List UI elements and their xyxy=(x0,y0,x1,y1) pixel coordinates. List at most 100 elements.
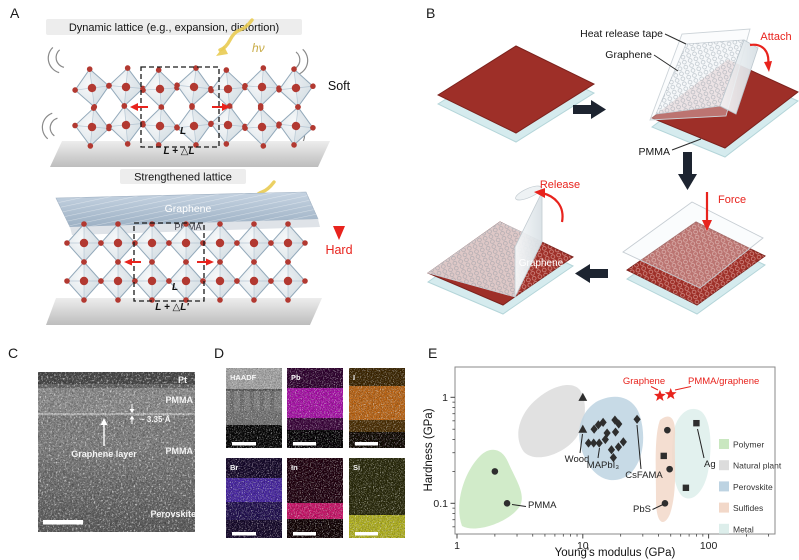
pb-label: Pb xyxy=(291,373,301,382)
annotation-label: Graphene xyxy=(623,376,665,387)
callout-line xyxy=(664,33,687,45)
point-polymer-circles xyxy=(503,500,511,507)
annotation-line xyxy=(650,386,659,391)
dynamic-lattice-title: Dynamic lattice (e.g., expansion, distor… xyxy=(69,22,279,34)
annotation-line xyxy=(652,504,664,510)
point-polymer-circles xyxy=(491,468,499,475)
graphene-sheet-hatch xyxy=(56,192,318,227)
scale-bar xyxy=(293,532,316,536)
attach-arrow-icon xyxy=(749,43,772,72)
annotation-label: MAPbI₃ xyxy=(587,460,620,471)
eds-tile-pb: Pb xyxy=(287,368,343,448)
graphene-on-substrate xyxy=(515,242,573,297)
point-sulfide-square xyxy=(660,452,667,460)
legend-label: Metal xyxy=(733,524,754,534)
scale-bar xyxy=(293,442,316,446)
stage-substrate xyxy=(436,45,596,143)
substrate-slab xyxy=(46,298,322,325)
pmma-label: PMMA xyxy=(639,146,671,158)
point-perovskite-diamonds xyxy=(611,427,620,437)
x-tick-label: 1 xyxy=(454,540,460,552)
tape-curl xyxy=(719,39,759,115)
graphene-label: Graphene xyxy=(605,49,652,61)
chart-axes: 1 10 100 0.1 1 Young's modulus (GPa) Hardness … xyxy=(423,392,770,559)
tem-image xyxy=(38,372,195,532)
i-label: I xyxy=(353,373,355,382)
point-metal-squares xyxy=(693,419,700,427)
point-sulfide-circles xyxy=(661,500,669,507)
y-axis-label: Hardness (GPa) xyxy=(423,408,435,491)
hv-label-top: hν xyxy=(252,41,265,55)
legend-swatch xyxy=(719,523,729,534)
legend-label: Polymer xyxy=(733,440,764,450)
legend-label: Natural plant xyxy=(733,461,782,471)
callout-line xyxy=(653,54,679,72)
point-perovskite-diamonds xyxy=(603,428,611,438)
point-perovskite-diamonds xyxy=(609,452,617,463)
graphene-layer-label: Graphene layer xyxy=(71,449,137,459)
panel-e-chart: E 1 10 100 0.1 1 Young's modulus (GPa) Hardnes… xyxy=(423,345,782,559)
scale-bar xyxy=(43,520,83,525)
eds-tile-in: In xyxy=(287,458,343,538)
dynamic-lattice xyxy=(69,62,319,151)
panel-b-letter: B xyxy=(426,5,435,21)
tem-annotations: Pt PMMA ~ 3.35 Å Graphene layer PMMA Per… xyxy=(43,375,196,525)
scale-bar xyxy=(355,442,378,446)
force-arrow-icon xyxy=(702,192,712,231)
legend-swatch xyxy=(719,481,729,492)
point-perovskite-diamonds xyxy=(590,438,598,448)
point-plant-triangles xyxy=(578,424,588,433)
panel-a: A Dynamic lattice (e.g., expansion, dist… xyxy=(10,5,353,325)
scale-bar xyxy=(232,442,256,446)
chart-legend: Polymer Natural plant Perovskite Sulfides Me… xyxy=(719,439,782,534)
title-banner-bottom xyxy=(120,169,246,184)
process-arrow-right-icon xyxy=(573,100,606,119)
point-sulfide-circles xyxy=(666,465,673,473)
scale-bar xyxy=(232,532,256,536)
legend-swatch xyxy=(719,502,729,513)
haadf-label: HAADF xyxy=(230,373,257,382)
release-label: Release xyxy=(540,179,580,191)
callout-line xyxy=(671,138,702,151)
y-tick-label: 1 xyxy=(442,392,448,404)
panel-b: B Heat release tape Graphene PMMA Attach… xyxy=(426,5,799,315)
eds-tile-i: I xyxy=(349,368,405,448)
si-label: Si xyxy=(353,463,360,472)
l-plus-dl-label: L + △L xyxy=(163,146,194,157)
hard-label: Hard xyxy=(325,243,352,257)
annotation-label: PMMA/graphene xyxy=(688,376,759,387)
legend-swatch xyxy=(719,439,729,449)
strengthened-lattice-title: Strengthened lattice xyxy=(134,172,232,184)
eds-tile-haadf: HAADF xyxy=(226,368,282,448)
point-perovskite-diamonds xyxy=(599,417,607,427)
point-this-work-stars xyxy=(664,388,677,400)
heat-release-tape-label: Heat release tape xyxy=(580,28,663,40)
expansion-arrows xyxy=(130,103,230,111)
pmma-top-label: PMMA xyxy=(166,395,194,405)
legend-label: Sulfides xyxy=(733,503,763,513)
br-label: Br xyxy=(230,463,238,472)
annotation-line xyxy=(511,504,527,507)
expansion-arrows xyxy=(124,258,214,266)
eds-tile-si: Si xyxy=(349,458,405,538)
y-tick-label: 0.1 xyxy=(433,498,448,510)
vibration-icon xyxy=(44,45,66,76)
x-axis-label: Young's modulus (GPa) xyxy=(555,547,676,559)
annotation-label: PMMA xyxy=(528,500,557,511)
annotation-label: PbS xyxy=(633,504,651,515)
point-this-work-stars xyxy=(654,389,666,401)
annotation-line xyxy=(674,386,692,391)
l-label-top: L xyxy=(180,126,186,137)
stage-force xyxy=(622,201,766,315)
panel-d-letter: D xyxy=(214,345,224,361)
legend-label: Perovskite xyxy=(733,482,773,492)
eds-tile-br: Br xyxy=(226,458,282,538)
annotation-line xyxy=(597,447,600,459)
graphene-sheet-label: Graphene xyxy=(165,203,212,215)
tape-sheet xyxy=(622,201,764,289)
l-label-bottom: L xyxy=(172,282,178,293)
panel-c-letter: C xyxy=(8,345,18,361)
process-arrow-left-icon xyxy=(575,264,608,283)
point-perovskite-diamonds xyxy=(584,438,593,448)
